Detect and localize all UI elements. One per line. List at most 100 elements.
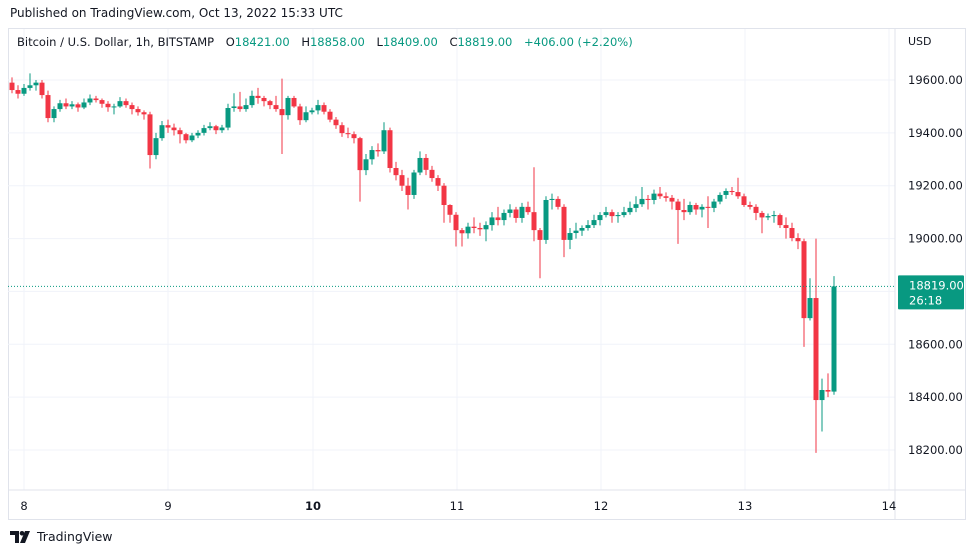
candle [387,127,393,173]
candle-body [99,100,105,104]
candle [255,87,261,104]
candle-body [585,225,591,228]
candle [327,109,333,123]
candle-body [117,101,123,107]
candle-body [87,98,93,103]
candle-body [711,201,717,208]
candle [633,196,639,213]
candle-body [453,214,459,231]
candle-body [543,199,549,240]
candle-body [417,157,423,173]
candle-body [267,101,273,106]
open-label: O [225,35,235,49]
candle [9,77,15,94]
price-axis: 18200.00 18400.00 18600.00 19000.00 19200.00… [908,73,963,457]
candle-body [183,134,189,141]
candle [81,98,87,110]
candle [219,124,225,133]
candle-body [507,209,513,213]
x-tick-label: 9 [164,499,171,513]
candle [237,91,243,112]
candle-body [213,126,219,131]
candle [249,90,255,108]
candle-body [339,125,345,134]
x-tick-label: 10 [305,499,321,513]
y-tick-label: 19400.00 [908,126,963,140]
candle [717,192,723,205]
candle-body [279,109,285,116]
candle-body [309,110,315,113]
candle [27,73,33,91]
candle-body [477,228,483,230]
candle-body [669,197,675,202]
candle [801,238,807,347]
candle-body [231,106,237,109]
currency-label[interactable]: USD [908,35,932,48]
candle-body [603,212,609,216]
candle-body [555,198,561,207]
candle-body [33,82,39,86]
candle [447,204,453,223]
candle-body [273,105,279,110]
candle [831,276,837,395]
candle-body [243,105,249,110]
candle-body [201,128,207,133]
y-tick-label: 19600.00 [908,73,963,87]
candle-body [297,106,303,121]
candle-body [345,133,351,135]
candle [345,127,351,139]
candle-body [123,101,129,106]
candle [639,187,645,207]
candle [441,183,447,223]
candle-body [171,127,177,131]
low-label: L [376,35,383,49]
candle [189,132,195,143]
candle [621,206,627,218]
candle [759,210,765,234]
candle [225,103,231,131]
candle [477,222,483,236]
candle-body [45,95,51,119]
candle [117,97,123,108]
candle [795,233,801,250]
candle [687,201,693,215]
candle-body [249,95,255,106]
symbol-label[interactable]: Bitcoin / U.S. Dollar, 1h, BITSTAMP [17,35,215,49]
y-tick-label: 18600.00 [908,337,963,351]
candle-body [657,193,663,197]
candle [711,198,717,213]
candle-body [525,206,531,213]
candle-body [501,212,507,221]
candle [369,146,375,165]
candle-body [753,206,759,213]
candle-body [381,130,387,152]
candle-body [615,215,621,217]
candle [33,80,39,91]
candle [57,99,63,112]
y-tick-label: 18400.00 [908,390,963,404]
candle [141,110,147,120]
candle [645,194,651,210]
candle-body [795,238,801,242]
candle [291,95,297,108]
candle [279,78,285,154]
brand-name: TradingView [37,529,113,544]
candle-body [369,150,375,160]
open-value: 18421.00 [234,35,290,49]
candle-body [75,104,81,108]
candle-body [777,215,783,226]
candle [543,196,549,244]
candle [63,98,69,110]
candle [333,117,339,129]
candle-body [105,103,111,108]
candle [393,161,399,181]
candle-body [351,134,357,139]
candle [609,209,615,223]
candle [423,154,429,176]
candle-body [51,109,57,119]
candle [285,95,291,120]
candle [93,95,99,103]
footer-brand[interactable]: TradingView [10,529,113,544]
candle [267,99,273,110]
